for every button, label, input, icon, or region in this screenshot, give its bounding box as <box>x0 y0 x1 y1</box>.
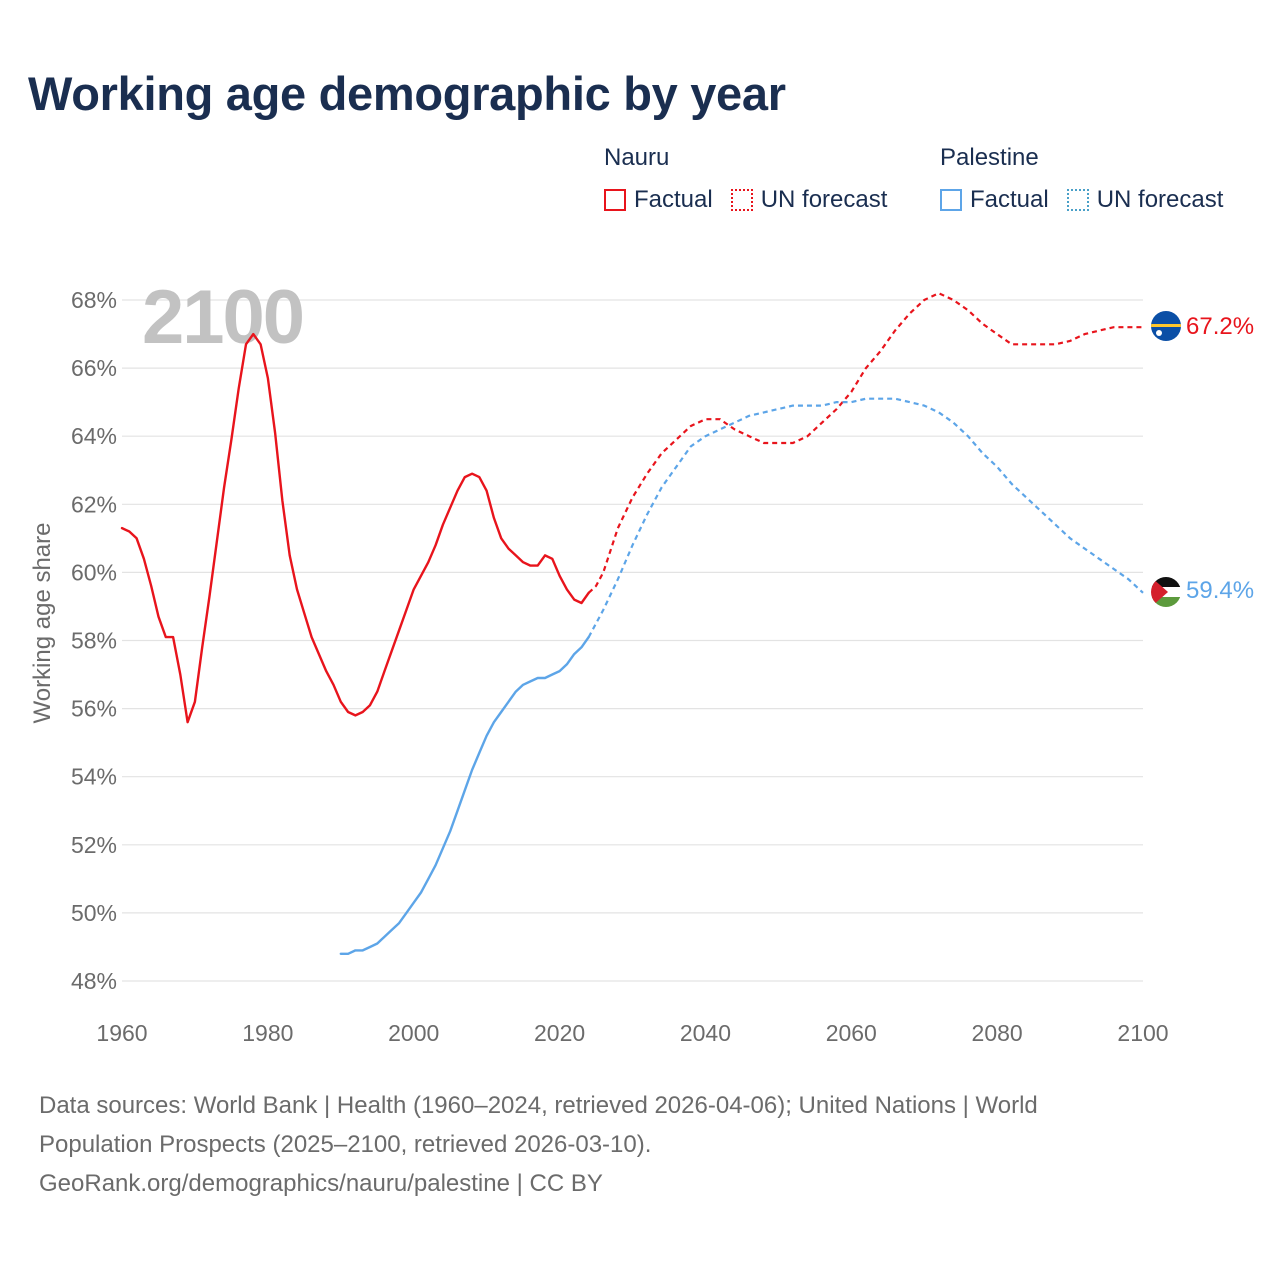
dotted-swatch-icon <box>1066 189 1089 211</box>
y-tick-label: 54% <box>71 764 117 790</box>
legend-country-nauru: Nauru <box>604 144 670 171</box>
x-tick-label: 2040 <box>680 1020 731 1046</box>
legend-label-palestine-factual: Factual <box>970 186 1049 213</box>
end-label-palestine: 59.4% <box>1186 577 1254 604</box>
end-label-nauru: 67.2% <box>1186 313 1254 340</box>
y-tick-label: 56% <box>71 696 117 722</box>
legend-group-palestine: Palestine Factual UN forecast <box>940 144 1223 214</box>
x-tick-label: 1960 <box>96 1020 147 1046</box>
footer-line-3[interactable]: GeoRank.org/demographics/nauru/palestine… <box>39 1170 603 1197</box>
legend-label-nauru-factual: Factual <box>634 186 713 213</box>
palestine-flag-icon <box>1151 577 1181 607</box>
line-chart: 48% 50% 52% 54% 56% 58% 60% 62% 64% 66% 68% 1960 198… <box>29 275 1254 1046</box>
y-tick-label: 60% <box>71 559 117 585</box>
legend-label-palestine-forecast: UN forecast <box>1096 186 1224 213</box>
dotted-swatch-icon <box>730 189 753 211</box>
series-palestine-factual-line[interactable] <box>339 635 590 955</box>
y-tick-label: 50% <box>71 900 117 926</box>
y-tick-label: 66% <box>71 355 117 381</box>
nauru-flag-icon <box>1151 311 1181 341</box>
solid-swatch-icon <box>604 189 626 211</box>
series-nauru-forecast-line[interactable] <box>587 292 1143 594</box>
y-tick-label: 68% <box>71 287 117 313</box>
legend-item-nauru-forecast[interactable]: UN forecast <box>730 186 888 214</box>
x-tick-label: 2060 <box>826 1020 877 1046</box>
x-tick-label: 2000 <box>388 1020 439 1046</box>
footer-line-2: Population Prospects (2025–2100, retriev… <box>39 1131 652 1158</box>
legend-item-palestine-factual[interactable]: Factual <box>940 186 1049 214</box>
x-tick-label: 2080 <box>972 1020 1023 1046</box>
legend-item-nauru-factual[interactable]: Factual <box>604 186 713 214</box>
x-tick-label: 2020 <box>534 1020 585 1046</box>
y-tick-label: 62% <box>71 491 117 517</box>
legend-group-nauru: Nauru Factual UN forecast <box>604 144 887 214</box>
y-axis-title: Working age share <box>29 523 56 724</box>
footer-line-1: Data sources: World Bank | Health (1960–… <box>39 1092 1038 1119</box>
series-palestine-forecast-line[interactable] <box>587 397 1144 638</box>
series-nauru-factual-line[interactable] <box>120 332 590 724</box>
y-tick-label: 48% <box>71 968 117 994</box>
x-tick-label: 1980 <box>242 1020 293 1046</box>
solid-swatch-icon <box>940 189 962 211</box>
y-tick-label: 64% <box>71 423 117 449</box>
x-tick-label: 2100 <box>1117 1020 1168 1046</box>
legend-item-palestine-forecast[interactable]: UN forecast <box>1066 186 1224 214</box>
y-tick-label: 58% <box>71 628 117 654</box>
y-tick-label: 52% <box>71 832 117 858</box>
legend-country-palestine: Palestine <box>940 144 1039 171</box>
chart-title: Working age demographic by year <box>28 67 786 120</box>
footer-sources: Data sources: World Bank | Health (1960–… <box>39 1086 1239 1203</box>
year-watermark: 2100 <box>142 275 303 360</box>
legend-label-nauru-forecast: UN forecast <box>760 186 888 213</box>
